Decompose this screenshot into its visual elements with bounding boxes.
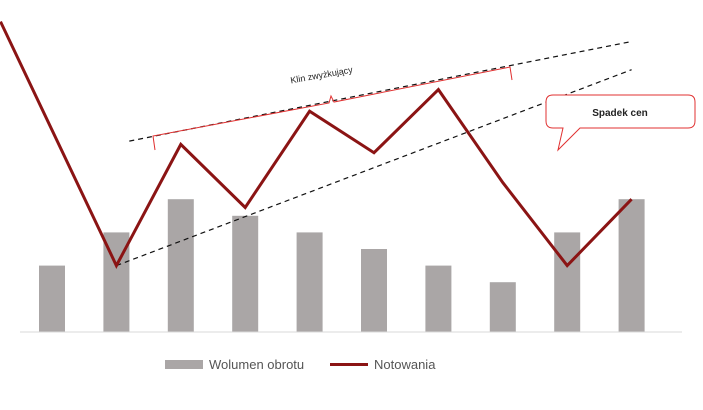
volume-bars (39, 199, 645, 332)
legend-item-price: Notowania (330, 354, 435, 374)
volume-bar (554, 232, 581, 332)
legend-swatch-price (330, 362, 368, 366)
volume-bar (39, 265, 65, 332)
price-line-layer (0, 20, 633, 269)
price-line (0, 20, 633, 269)
wedge-bracket (152, 66, 513, 151)
volume-bar (296, 232, 323, 332)
volume-bar (361, 249, 387, 332)
price-drop-label: Spadek cen (592, 108, 648, 119)
volume-bar (618, 199, 645, 332)
legend: Wolumen obrotu Notowania (0, 354, 703, 374)
volume-bar (425, 265, 452, 332)
wedge-label: Klin zwyżkujący (290, 65, 354, 86)
legend-label-volume: Wolumen obrotu (209, 356, 305, 372)
legend-label-price: Notowania (374, 356, 436, 372)
annotations: Klin zwyżkujący Spadek cen (152, 65, 696, 152)
volume-bar (232, 215, 259, 332)
volume-bar (167, 199, 194, 332)
volume-bar (489, 282, 516, 332)
legend-item-volume: Wolumen obrotu (165, 354, 304, 374)
price-drop-callout (545, 94, 696, 152)
legend-swatch-volume (165, 359, 203, 369)
